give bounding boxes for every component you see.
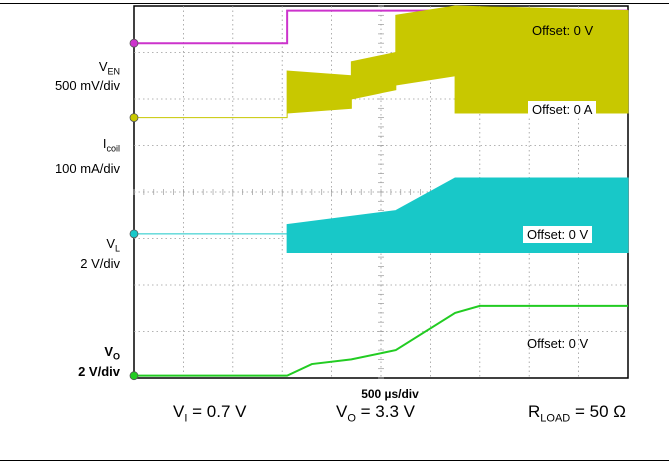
vl-trace <box>134 177 629 253</box>
ven-offset: Offset: 0 V <box>532 23 594 38</box>
icoil-trace <box>134 5 629 119</box>
icoil-ground-marker <box>129 113 139 122</box>
vo-scale: 2 V/div <box>78 364 120 379</box>
icoil-offset: Offset: 0 A <box>528 101 597 118</box>
ven-label: VEN <box>98 59 120 77</box>
oscilloscope-plot <box>129 5 629 381</box>
vo-ground-marker <box>129 371 139 381</box>
vl-label: VL <box>106 236 120 254</box>
vo-offset: Offset: 0 V <box>527 336 589 351</box>
vl-ground-marker <box>129 229 139 239</box>
top-rule <box>0 3 669 4</box>
condition-rload: RLOAD = 50 Ω <box>528 402 626 425</box>
bottom-rule <box>0 460 669 461</box>
time-per-division: 500 µs/div <box>361 387 419 401</box>
vo-label: VO <box>104 344 120 362</box>
ven-scale: 500 mV/div <box>54 78 120 93</box>
condition-vo: VO = 3.3 V <box>336 402 415 425</box>
ven-ground-marker <box>129 38 139 48</box>
condition-vi: VI = 0.7 V <box>173 402 247 425</box>
vl-offset: Offset: 0 V <box>523 226 593 243</box>
vl-scale: 2 V/div <box>80 256 120 271</box>
vo-trace <box>134 304 628 377</box>
icoil-label: Icoil <box>102 136 120 154</box>
icoil-scale: 100 mA/div <box>54 161 120 176</box>
